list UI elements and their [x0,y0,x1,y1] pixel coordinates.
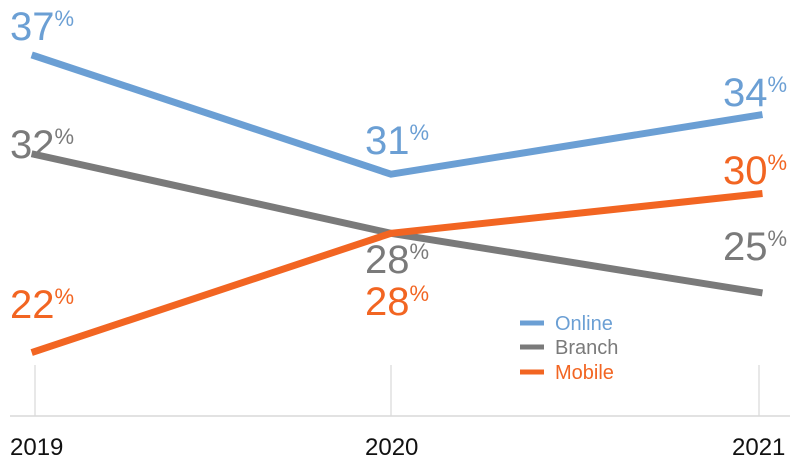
data-label-branch: 32% [10,123,74,167]
legend-label-branch: Branch [555,337,618,359]
x-tick-label: 2020 [365,434,418,461]
x-tick-label: 2021 [732,434,785,461]
data-label-branch: 28% [365,238,429,282]
data-labels: 37% 31% 34% 32% 28% 25% 22% 28% 30% [10,5,787,327]
data-label-mobile: 22% [10,283,74,327]
data-label-online: 34% [723,71,787,115]
legend-label-online: Online [555,313,613,335]
series-lines [30,51,764,356]
data-label-online: 37% [10,5,74,49]
legend-label-mobile: Mobile [555,362,614,384]
data-label-online: 31% [365,119,429,163]
data-label-branch: 25% [723,225,787,269]
data-label-mobile: 30% [723,149,787,193]
x-tick-label: 2019 [10,434,63,461]
series-line-online [30,51,764,178]
x-axis-tick-labels: 2019 2020 2021 [10,434,785,461]
data-label-mobile: 28% [365,280,429,324]
series-line-mobile [30,190,763,356]
category-gridlines [34,365,760,416]
